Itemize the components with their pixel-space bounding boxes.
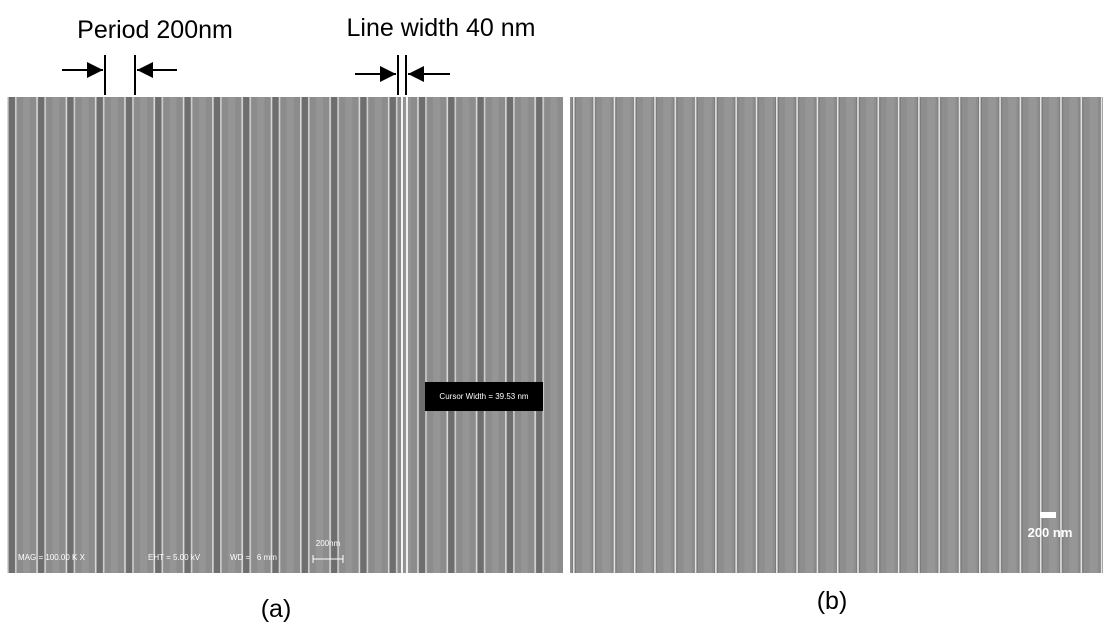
panel-label: (a) (261, 595, 292, 623)
panel-label: (b) (817, 587, 848, 615)
cursor-box (425, 382, 543, 411)
scale-bar-label: 200nm (316, 539, 341, 548)
eht: EHT = 5.00 kV (148, 553, 201, 562)
mag: MAG = 100.00 K X (18, 553, 86, 562)
sem-image-b (570, 97, 1103, 573)
wd: WD = 6 mm (230, 553, 277, 562)
panel-a: Cursor Width = 39.53 nm MAG = 100.00 K X… (7, 97, 563, 573)
period-annotation: Period 200nm (77, 16, 233, 44)
scale-bar-label: 200 nm (1028, 525, 1073, 540)
linewidth-annotation: Line width 40 nm (346, 14, 535, 42)
panel-b: 200 nm (570, 97, 1103, 573)
dimension-arrows (62, 55, 450, 95)
sem-image-a (7, 97, 563, 573)
cursor-width: Cursor Width = 39.53 nm (439, 392, 528, 401)
